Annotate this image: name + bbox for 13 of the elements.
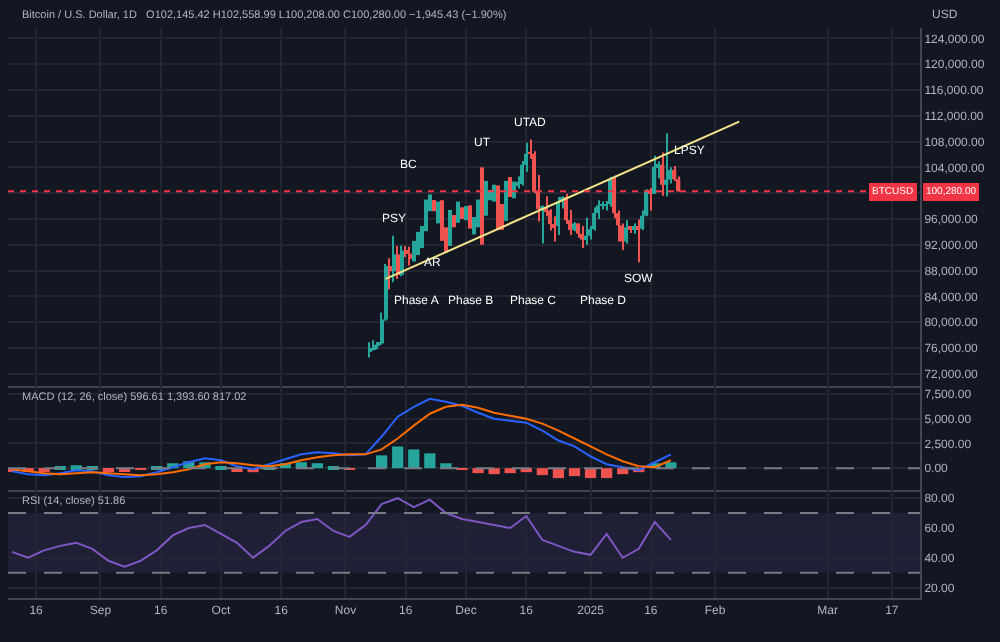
bar xyxy=(376,455,388,469)
candlestick xyxy=(412,240,416,262)
bar xyxy=(601,468,613,479)
bar xyxy=(408,449,420,469)
bar xyxy=(311,463,323,469)
bar xyxy=(392,446,404,469)
bar xyxy=(504,468,516,474)
bar xyxy=(424,453,436,469)
line-series xyxy=(11,497,672,568)
bar xyxy=(488,468,500,475)
bar xyxy=(536,468,548,476)
bar xyxy=(568,468,581,477)
candlestick xyxy=(436,201,440,224)
